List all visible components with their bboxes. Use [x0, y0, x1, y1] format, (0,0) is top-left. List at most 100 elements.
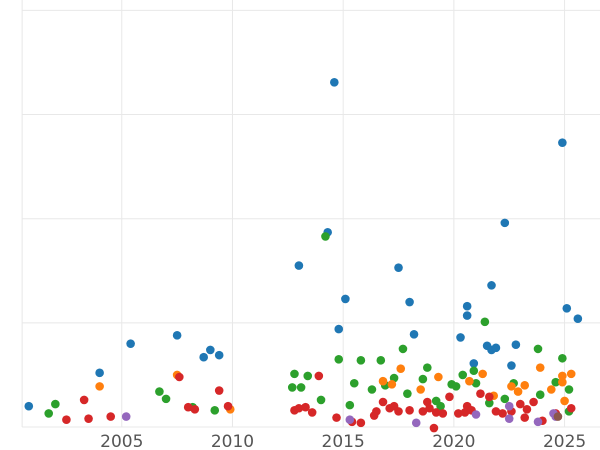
- data-points: [24, 77, 583, 433]
- data-point: [155, 387, 164, 396]
- data-point: [398, 344, 408, 354]
- data-point: [500, 394, 510, 404]
- data-point: [376, 356, 386, 365]
- data-point: [564, 385, 574, 394]
- data-point: [469, 366, 479, 376]
- data-point: [314, 371, 324, 381]
- data-point: [403, 389, 412, 398]
- data-point: [62, 415, 71, 425]
- data-point: [558, 377, 567, 387]
- data-point: [423, 363, 432, 372]
- data-point: [416, 385, 425, 394]
- data-point: [458, 370, 468, 380]
- data-point: [307, 408, 317, 417]
- data-point: [566, 403, 576, 413]
- data-point: [500, 218, 510, 228]
- data-point: [520, 381, 530, 390]
- data-point: [161, 394, 171, 404]
- data-point: [469, 359, 479, 368]
- data-point: [345, 400, 355, 410]
- data-point: [471, 410, 481, 419]
- data-point: [418, 407, 428, 416]
- data-point: [558, 138, 567, 147]
- data-point: [431, 408, 441, 417]
- data-point: [480, 317, 490, 327]
- data-point: [487, 281, 496, 290]
- data-point: [522, 404, 532, 414]
- data-point: [349, 378, 359, 388]
- data-point: [106, 412, 116, 421]
- data-point: [95, 382, 104, 391]
- data-point: [190, 404, 200, 414]
- data-point: [411, 418, 421, 428]
- data-point: [533, 417, 543, 427]
- data-point: [405, 406, 414, 415]
- data-point: [558, 371, 567, 381]
- data-point: [465, 376, 474, 386]
- data-point: [504, 414, 514, 423]
- data-point: [316, 395, 326, 405]
- data-point: [84, 414, 93, 423]
- x-tick-label: 2015: [322, 432, 365, 450]
- data-point: [294, 261, 304, 270]
- data-point: [378, 376, 388, 386]
- data-point: [491, 407, 501, 416]
- data-point: [121, 412, 131, 421]
- data-point: [498, 409, 507, 418]
- data-point: [520, 413, 530, 422]
- data-point: [546, 385, 556, 394]
- data-point: [566, 369, 576, 379]
- data-point: [484, 398, 494, 408]
- data-point: [533, 344, 543, 354]
- data-point: [214, 386, 224, 395]
- data-point: [462, 311, 472, 320]
- data-point: [95, 368, 104, 378]
- data-point: [51, 399, 60, 409]
- series-0: [24, 77, 583, 411]
- data-point: [504, 401, 514, 411]
- data-point: [558, 353, 567, 363]
- data-point: [425, 403, 434, 413]
- data-point: [214, 350, 224, 360]
- data-point: [175, 372, 184, 382]
- data-point: [445, 392, 454, 402]
- data-point: [396, 364, 406, 373]
- series-5: [553, 412, 563, 421]
- data-point: [79, 395, 89, 405]
- data-point: [476, 389, 485, 398]
- series-4: [121, 401, 561, 428]
- data-point: [438, 409, 448, 418]
- data-point: [387, 380, 397, 389]
- data-point: [356, 356, 366, 365]
- data-point: [330, 77, 339, 87]
- data-point: [223, 401, 233, 411]
- x-tick-label: 2020: [432, 432, 475, 450]
- data-point: [436, 401, 445, 411]
- data-point: [405, 297, 414, 307]
- data-point: [535, 390, 545, 400]
- x-tick-label: 2025: [543, 432, 586, 450]
- data-point: [206, 345, 215, 355]
- data-point: [560, 396, 569, 406]
- data-point: [434, 372, 443, 382]
- data-point: [535, 363, 545, 372]
- series-1: [44, 232, 574, 418]
- data-point: [287, 383, 297, 392]
- data-point: [372, 407, 381, 416]
- data-point: [341, 294, 350, 304]
- data-point: [334, 324, 344, 334]
- data-point: [515, 399, 525, 409]
- data-point: [511, 340, 521, 350]
- data-point: [484, 392, 494, 402]
- data-point: [507, 361, 516, 370]
- x-tick-label: 2005: [100, 432, 143, 450]
- data-point: [183, 402, 193, 412]
- data-point: [378, 397, 388, 407]
- data-point: [126, 339, 135, 348]
- data-point: [454, 409, 463, 418]
- data-point: [551, 377, 561, 387]
- data-point: [513, 387, 523, 396]
- data-point: [172, 331, 182, 340]
- data-point: [199, 352, 208, 362]
- data-point: [451, 382, 461, 391]
